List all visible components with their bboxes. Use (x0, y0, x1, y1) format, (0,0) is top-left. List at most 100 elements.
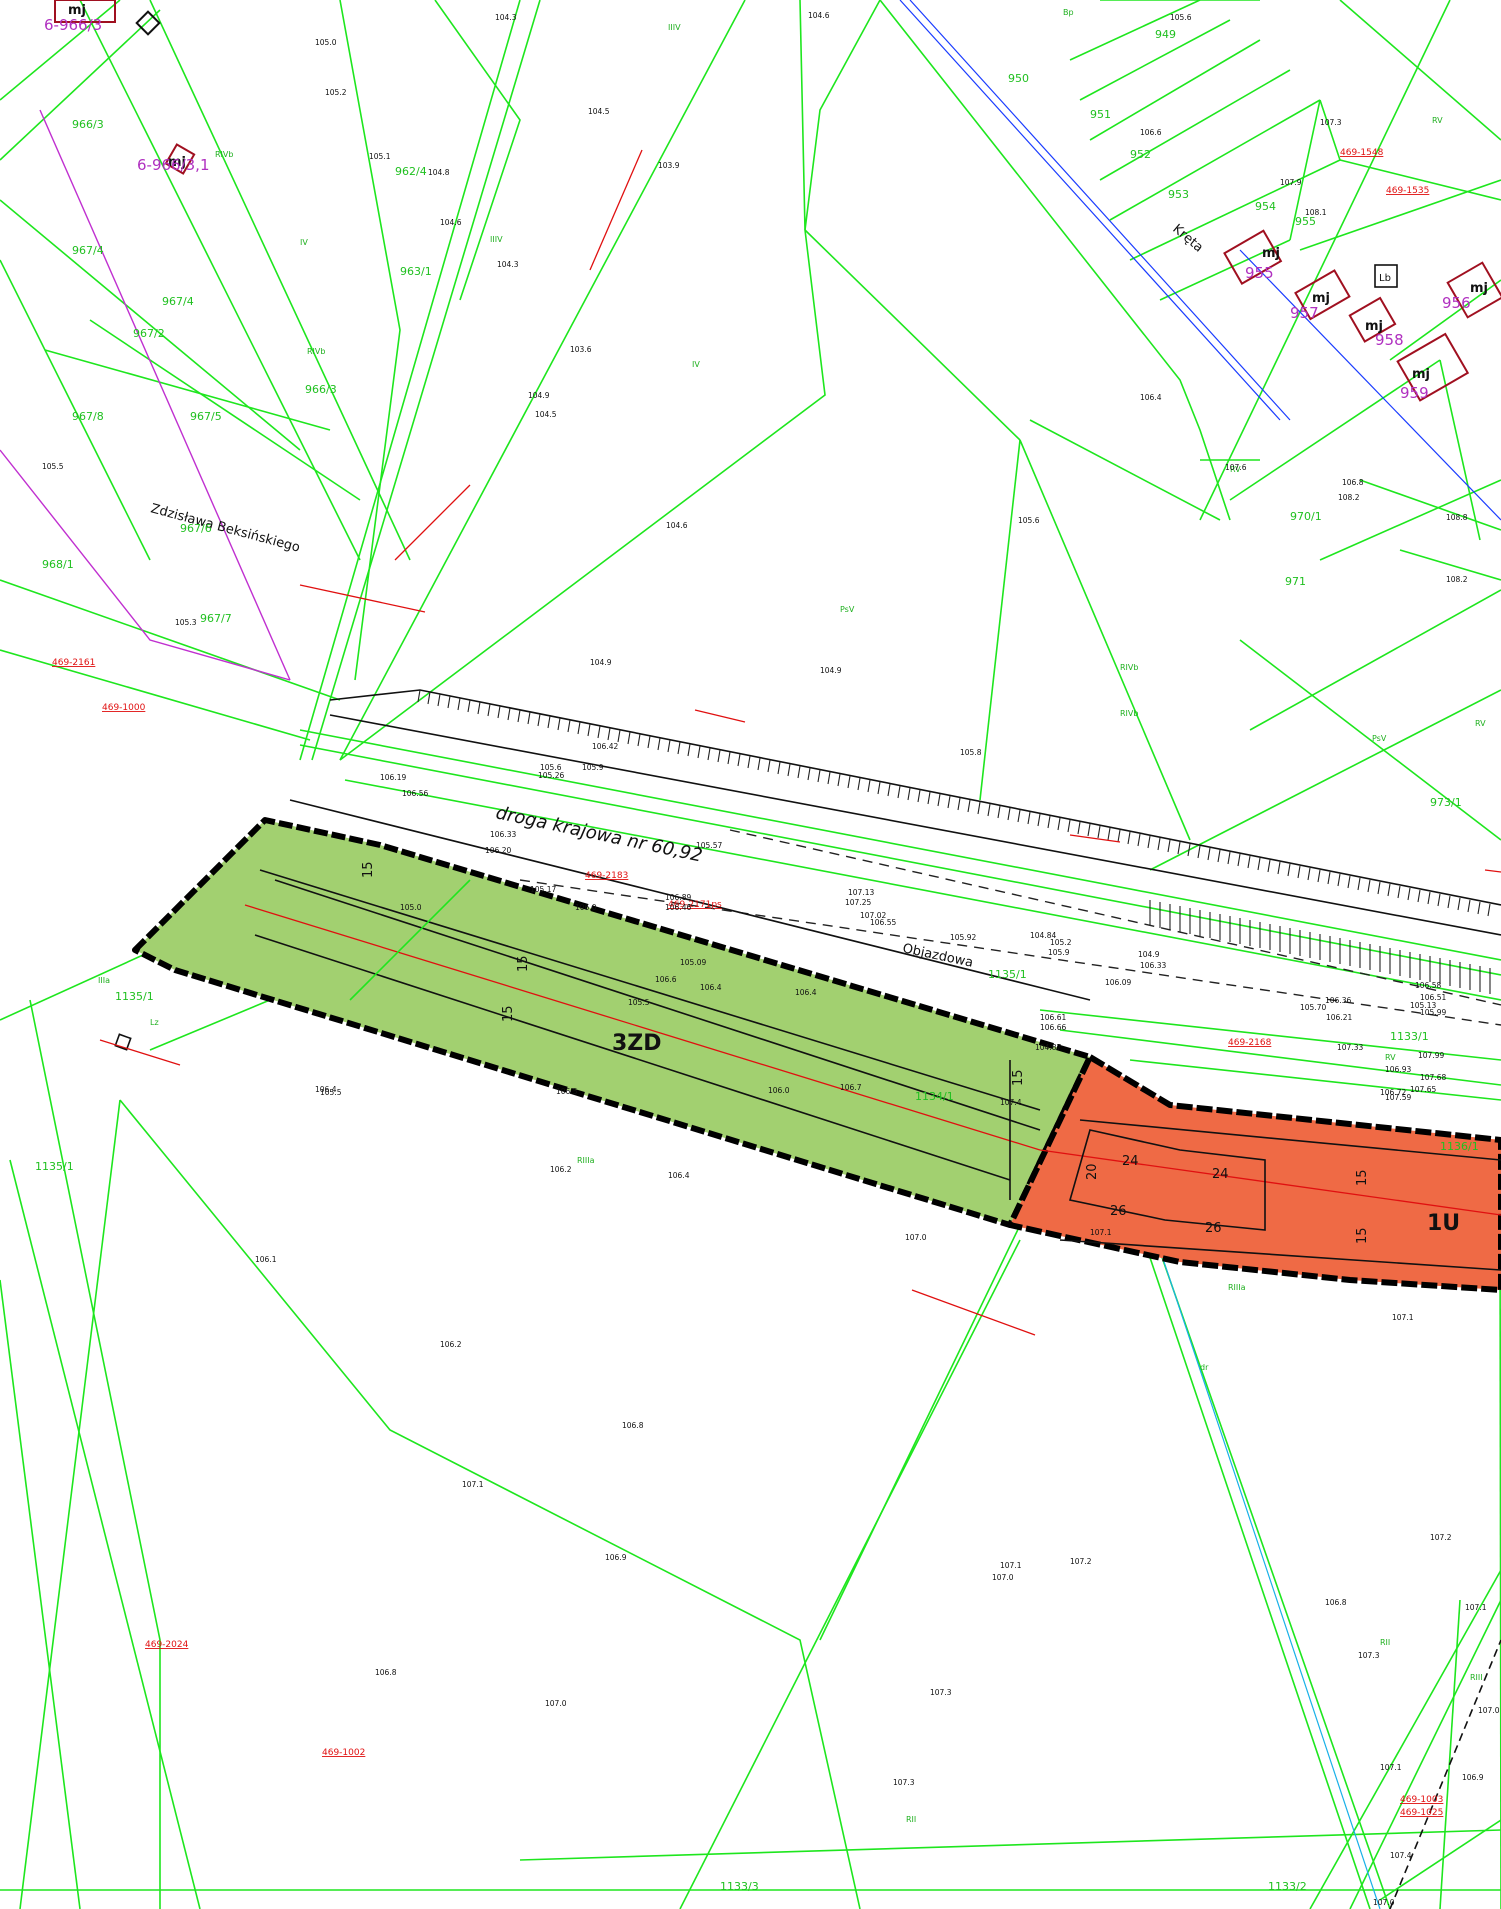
elevation-value: 107.3 (1320, 118, 1342, 127)
land-class: IV (300, 238, 308, 247)
zone-3zd[interactable]: 3ZD 15 15 15 15 (132, 817, 1093, 1228)
elevation-value: 108.8 (1446, 513, 1468, 522)
elevation-value: 106.46 (665, 903, 691, 912)
elevation-value: 105.57 (696, 841, 722, 850)
reference-number: 469-1003 (1400, 1795, 1443, 1805)
parcel-number: 971 (1285, 575, 1306, 588)
land-class: dr (1200, 1363, 1209, 1372)
elevation-value: 105.1 (369, 152, 391, 161)
parcel-number: 951 (1090, 108, 1111, 121)
reference-number: 469-1535 (1386, 186, 1429, 196)
building-number: 6-966/3,1 (137, 156, 210, 174)
reference-number: 469-1002 (322, 1748, 365, 1758)
elevation-value: 105.0 (400, 903, 422, 912)
dim-label: 24 (1212, 1167, 1229, 1182)
elevation-value: 107.99 (1418, 1051, 1444, 1060)
elevation-value: 104.8 (428, 168, 450, 177)
parcel-number: 970/1 (1290, 510, 1322, 523)
elevation-value: 103.6 (570, 345, 592, 354)
elevation-value: 105.70 (1300, 1003, 1326, 1012)
elevation-value: 106.6 (1140, 128, 1162, 137)
parcel-number: 966/3 (305, 383, 337, 396)
elevation-value: 107.0 (905, 1233, 927, 1242)
elevation-value: 107.68 (1420, 1073, 1446, 1082)
elevation-value: 106.21 (1326, 1013, 1352, 1022)
elevation-value: 108.1 (1305, 208, 1327, 217)
zone-1u[interactable]: 1U 15 15 20 24 24 26 26 (1007, 1054, 1501, 1293)
zone-3zd-area[interactable] (132, 817, 1093, 1228)
elevation-value: 103.9 (658, 161, 680, 170)
dim-label: 15 (516, 955, 531, 972)
dim-label: 20 (1085, 1163, 1100, 1180)
elevation-value: 106.7 (840, 1083, 862, 1092)
elevation-value: 107.1 (1000, 1561, 1022, 1570)
elevation-value: 104.6 (440, 218, 462, 227)
national-road (289, 689, 1501, 1026)
elevation-value: 107.1 (462, 1480, 484, 1489)
elevation-value: 106.0 (575, 903, 597, 912)
elevation-value: 106.66 (1040, 1023, 1066, 1032)
elevation-value: 107.0 (1478, 1706, 1500, 1715)
elevation-value: 106.0 (768, 1086, 790, 1095)
elevation-value: 106.6 (655, 975, 677, 984)
reference-number: 469-2183 (585, 871, 628, 881)
elevation-value: 104.5 (535, 410, 557, 419)
elevation-value: 105.5 (42, 462, 64, 471)
parcel-number: 967/8 (72, 410, 104, 423)
land-class: IIIa (98, 976, 110, 985)
elevation-value: 104.5 (588, 107, 610, 116)
elevation-value: 106.51 (1420, 993, 1446, 1002)
parcel-number: 952 (1130, 148, 1151, 161)
parcel-number: 973/1 (1430, 796, 1462, 809)
elevation-value: 104.6 (666, 521, 688, 530)
building-label: mj (1470, 281, 1488, 296)
zone-1u-label: 1U (1427, 1211, 1460, 1236)
elevation-value: 105.26 (538, 771, 564, 780)
elevation-value: 105.6 (1018, 516, 1040, 525)
elevation-value: 107.0 (992, 1573, 1014, 1582)
parcel-number-labels: 966/3 966/3 967/4 967/4 967/2 967/8 967/5 967/6… (35, 28, 1479, 1893)
elevation-value: 107.02 (860, 911, 886, 920)
zone-1u-area[interactable] (1007, 1054, 1501, 1293)
elevation-value: 104.6 (808, 11, 830, 20)
parcel-number: 968/1 (42, 558, 74, 571)
elevation-value: 104.9 (590, 658, 612, 667)
land-class-labels: RIVb RIVb IIIV IIIV IV IV RIVb PsV RIVb PsV RV RV RV… (98, 8, 1486, 1824)
elevation-value: 107.3 (930, 1688, 952, 1697)
elevation-value: 104.3 (497, 260, 519, 269)
elevation-value: 107.6 (1225, 463, 1247, 472)
elevation-value: 106.5 (556, 1087, 578, 1096)
measure-arrows (99, 149, 1501, 1336)
parcel-number: 1135/1 (988, 968, 1027, 981)
building-label: mj (1412, 367, 1430, 382)
parcel-number: 967/6 (180, 522, 212, 535)
elevation-value: 104.9 (820, 666, 842, 675)
elevation-value: 107.1 (1380, 1763, 1402, 1772)
elevation-value: 106.4 (668, 1171, 690, 1180)
elevation-value: 106.61 (1040, 1013, 1066, 1022)
land-class: RV (1432, 116, 1443, 125)
building-label: Lb (1379, 273, 1391, 284)
parcel-number: 955 (1295, 215, 1316, 228)
parcel-number: 963/1 (400, 265, 432, 278)
land-class: RV (1385, 1053, 1396, 1062)
elevation-value: 107.13 (848, 888, 874, 897)
land-class: IIIV (490, 235, 503, 244)
elevation-value: 105.92 (950, 933, 976, 942)
building-number: 959 (1400, 384, 1429, 402)
elevation-value: 107.65 (1410, 1085, 1436, 1094)
parcel-number: 953 (1168, 188, 1189, 201)
dim-label: 26 (1110, 1204, 1127, 1219)
dim-label: 15 (1355, 1227, 1370, 1244)
elevation-value: 107.2 (1070, 1557, 1092, 1566)
elevation-value: 106.89 (665, 893, 691, 902)
buildings: mj 6-966/3 mj 6-966/3,1 mj 955 mj 957 mj… (44, 0, 1501, 1051)
elevation-value: 105.6 (540, 763, 562, 772)
elevation-value: 105.6 (1170, 13, 1192, 22)
elevation-value: 106.1 (255, 1255, 277, 1264)
parcel-number: 1134/1 (915, 1090, 954, 1103)
elevation-value: 106.33 (490, 830, 516, 839)
land-class: PsV (1372, 734, 1387, 743)
building-label: mj (68, 3, 86, 18)
land-class: RV (1230, 465, 1241, 474)
